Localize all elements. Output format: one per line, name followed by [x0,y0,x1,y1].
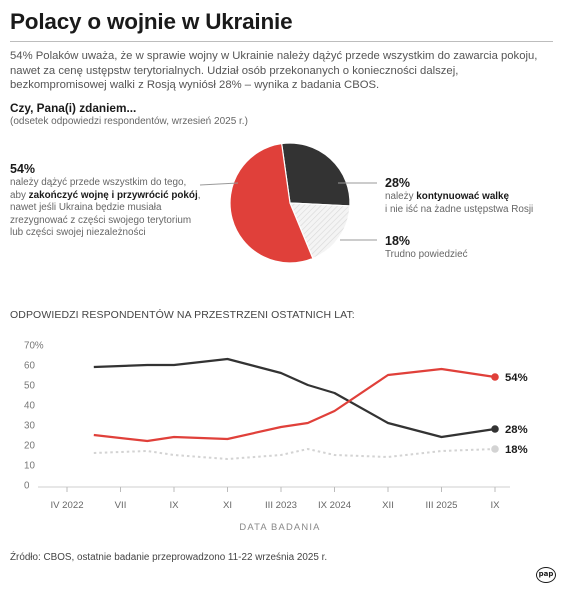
lead-paragraph: 54% Polaków uważa, że w sprawie wojny w … [10,50,538,92]
chart-title: Polacy o wojnie w Ukrainie [10,9,293,34]
y-tick-label: 30 [24,421,35,432]
x-tick-label: VII [115,500,127,511]
leader-line-peace [199,182,239,186]
annotation-fight-percent: 28% [385,176,411,190]
series-end-label-fight: 28% [505,424,528,436]
series-endpoint-unsure [491,445,499,453]
x-tick-label: III 2025 [425,500,457,511]
series-line-fight [93,357,496,439]
annotation-peace-emphasis: zakończyć wojnę i przywrócić pokój [28,189,198,201]
x-tick-label: IX 2024 [318,500,352,511]
x-tick-label: IV 2022 [50,500,83,511]
y-tick-label: 10 [24,461,35,472]
y-tick-label: 50 [24,381,35,392]
x-axis-title: DATA BADANIA [239,521,320,532]
annotation-fight: 28% należy kontynuować walkę i nie iść n… [385,175,560,216]
annotation-fight-line2: i nie iść na żadne ustępstwa Rosji [385,203,534,215]
annotation-fight-line1-pre: należy [385,191,417,202]
annotation-peace-line2-post: , [197,189,201,201]
annotation-peace: 54% należy dążyć przede wszystkim do teg… [10,161,210,240]
pie-slice-peace [229,142,314,264]
series-end-label-peace: 54% [505,372,528,384]
x-tick-label: XII [382,500,394,511]
title-divider [10,41,553,42]
annotation-unsure-line1: Trudno powiedzieć [385,249,468,260]
annotation-unsure: 18% Trudno powiedzieć [385,233,560,262]
x-tick-label: IX [490,500,500,511]
y-tick-label: 60 [24,361,35,372]
y-tick-label: 20 [24,441,35,452]
pie-slice-fight [280,142,351,207]
series-line-unsure [93,448,496,460]
series-end-label-unsure: 18% [505,444,528,456]
y-tick-label: 0 [24,481,30,492]
annotation-peace-line2-pre: aby [10,189,29,201]
source-note: Źródło: CBOS, ostatnie badanie przeprowa… [10,552,328,563]
annotation-unsure-percent: 18% [385,234,411,248]
annotation-peace-line3: nawet jeśli Ukraina będzie musiała [10,202,162,214]
x-tick-label: IX [169,500,179,511]
annotation-peace-percent: 54% [10,162,36,176]
y-tick-label: 40 [24,401,35,412]
annotation-peace-line4: zrezygnować z części swojego terytorium [10,214,192,226]
series-line-peace [93,367,496,443]
survey-question: Czy, Pana(i) zdaniem... [10,101,137,115]
x-tick-label: III 2023 [265,500,297,511]
annotation-peace-line5: lub części swojej niezależności [10,227,146,239]
annotation-fight-emphasis: kontynuować walkę [416,191,510,202]
series-endpoint-fight [491,425,499,433]
line-chart-section-title: ODPOWIEDZI RESPONDENTÓW NA PRZESTRZENI O… [10,309,355,321]
y-tick-label: 70% [24,341,44,352]
annotation-peace-line1: należy dążyć przede wszystkim do tego, [10,177,187,188]
pap-logo: pap [536,567,556,583]
pie-chart [199,142,377,264]
x-tick-label: XI [223,500,232,511]
survey-question-note: (odsetek odpowiedzi respondentów, wrzesi… [10,116,248,127]
pie-slice-unsure [289,202,351,260]
series-endpoint-peace [491,373,499,381]
